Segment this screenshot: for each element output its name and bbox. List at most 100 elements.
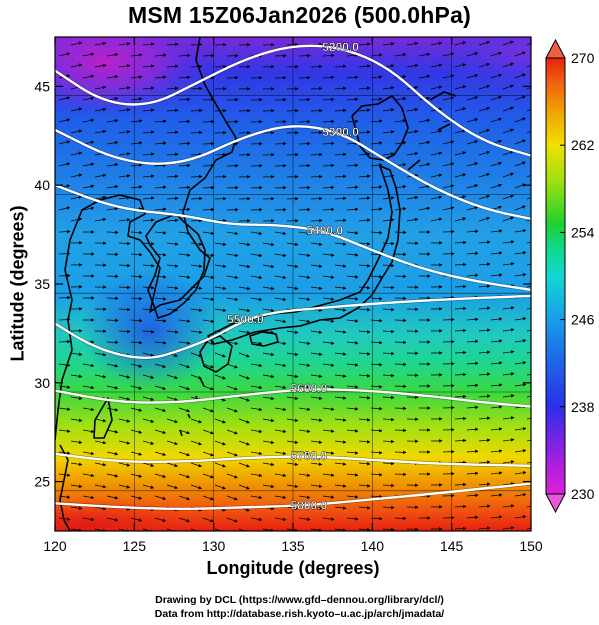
wind-arrow [298, 231, 311, 235]
wind-arrow [310, 352, 323, 356]
wind-arrow [514, 95, 526, 101]
wind-arrow [238, 484, 250, 490]
wind-arrow [370, 53, 383, 57]
wind-arrow [118, 130, 131, 134]
wind-arrow [310, 418, 323, 422]
wind-arrow [526, 307, 531, 310]
wind-arrow [370, 163, 383, 167]
wind-arrow [130, 97, 143, 101]
wind-arrow [118, 86, 131, 90]
wind-arrow [358, 42, 371, 46]
wind-arrow [346, 231, 359, 235]
wind-arrow [130, 75, 143, 79]
wind-arrow [478, 526, 491, 530]
wind-arrow [58, 451, 71, 455]
wind-arrow [202, 297, 215, 301]
wind-arrow [58, 517, 71, 521]
wind-arrow [130, 296, 143, 301]
wind-arrow [82, 118, 95, 123]
wind-arrow [322, 207, 335, 212]
wind-arrow [130, 318, 143, 323]
wind-arrow [322, 517, 335, 521]
wind-arrow [322, 363, 335, 367]
wind-arrow [118, 462, 131, 467]
wind-arrow [322, 385, 335, 389]
wind-arrow [466, 184, 479, 189]
wind-arrow [370, 207, 383, 211]
wind-arrow [274, 341, 287, 346]
wind-arrow [298, 517, 311, 521]
wind-arrow [526, 263, 531, 266]
wind-arrow [514, 229, 527, 233]
contour-line [55, 452, 531, 467]
wind-arrow [82, 363, 95, 368]
wind-arrow [490, 515, 503, 519]
wind-arrow [334, 42, 347, 47]
wind-arrow [430, 85, 443, 90]
wind-arrow [430, 129, 443, 134]
wind-arrow [346, 53, 359, 58]
wind-arrow [310, 152, 323, 157]
wind-arrow [238, 264, 251, 269]
wind-arrow [490, 95, 503, 101]
cold-core-northwest [55, 37, 215, 117]
wind-arrow [334, 418, 347, 422]
wind-arrow [298, 275, 311, 279]
wind-arrow [454, 262, 467, 267]
wind-arrow [190, 196, 203, 201]
wind-arrow [310, 242, 323, 246]
wind-arrow [310, 330, 323, 334]
wind-arrow [334, 462, 347, 466]
y-tick-label: 45 [34, 78, 50, 94]
wind-arrow [382, 196, 395, 200]
wind-arrow [514, 51, 526, 57]
wind-arrow [406, 195, 419, 200]
wind-arrow [178, 407, 191, 413]
wind-arrow [142, 352, 155, 357]
wind-arrow [298, 297, 311, 301]
wind-arrow [394, 141, 407, 145]
wind-arrow [178, 275, 191, 279]
wind-arrow [358, 418, 371, 422]
wind-arrow [178, 141, 191, 146]
trough-east-china-sea [80, 270, 220, 390]
wind-arrow [502, 328, 515, 332]
wind-arrow [478, 172, 491, 178]
wind-arrow [118, 263, 131, 268]
wind-arrow [58, 206, 71, 211]
wind-arrow [166, 174, 179, 179]
wind-arrow [166, 130, 179, 135]
wind-arrow [358, 308, 371, 312]
wind-arrow [202, 275, 215, 279]
wind-arrow [334, 86, 347, 91]
wind-arrow [418, 206, 431, 211]
wind-arrow [250, 297, 263, 302]
colorbar-bottom-arrow [545, 493, 566, 514]
wind-arrow [382, 130, 395, 134]
wind-arrow [238, 462, 250, 468]
wind-arrow [142, 196, 155, 200]
wind-arrow [370, 340, 383, 345]
wind-arrow [274, 495, 287, 500]
wind-arrow [82, 451, 95, 456]
wind-arrow [394, 119, 407, 123]
wind-arrow [130, 230, 143, 235]
wind-arrow [310, 528, 323, 531]
wind-arrow [490, 161, 503, 167]
wind-arrow [514, 251, 527, 255]
wind-arrow [382, 241, 395, 246]
wind-arrow [346, 319, 359, 323]
wind-arrow [358, 130, 371, 134]
wind-arrow [382, 86, 395, 90]
wind-arrow [526, 197, 531, 200]
wind-arrow [454, 306, 467, 311]
wind-arrow [130, 429, 143, 434]
wind-arrow [202, 163, 215, 168]
wind-arrow [418, 162, 431, 167]
wind-arrow [166, 462, 179, 468]
wind-arrow [334, 374, 347, 378]
wind-arrow [454, 416, 467, 421]
x-axis-label: Longitude (degrees) [206, 558, 380, 578]
wind-arrow [154, 275, 167, 279]
wind-arrow [334, 352, 347, 356]
